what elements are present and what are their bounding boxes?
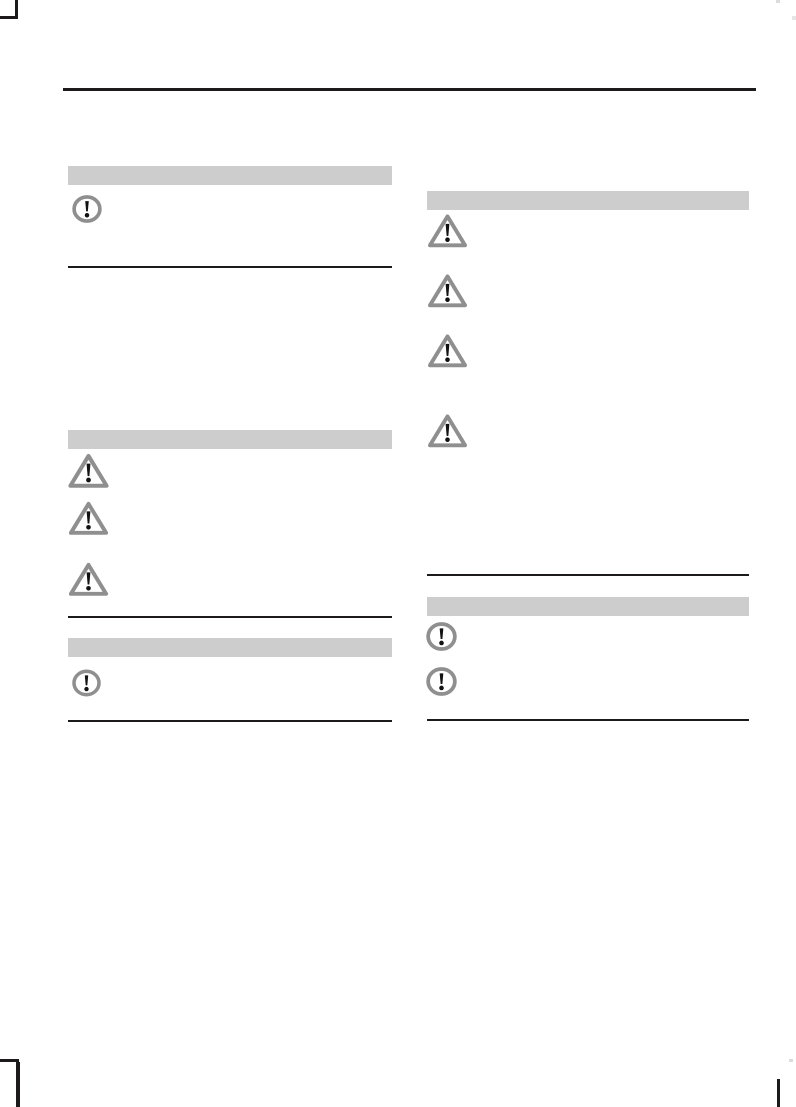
caution-circle-icon xyxy=(426,667,457,696)
section-header-bar xyxy=(427,191,749,210)
caution-circle-icon xyxy=(72,195,102,223)
section-end-rule xyxy=(427,719,749,721)
section-end-rule xyxy=(68,266,392,268)
section-end-rule xyxy=(68,616,392,618)
section-end-rule xyxy=(427,574,749,576)
warning-triangle-icon xyxy=(67,452,110,489)
section-header-bar xyxy=(68,166,392,185)
crop-mark-bottom-left-horizontal xyxy=(0,1059,19,1062)
warning-triangle-icon xyxy=(427,212,468,249)
caution-circle-icon xyxy=(72,668,101,698)
section-header-bar xyxy=(427,597,749,616)
scan-artifact-speck xyxy=(789,1059,793,1062)
warning-triangle-icon xyxy=(427,332,468,369)
scan-artifact-speck xyxy=(792,16,796,20)
warning-triangle-icon xyxy=(427,272,468,309)
scan-artifact-speck xyxy=(776,0,780,3)
section-end-rule xyxy=(68,720,392,722)
crop-mark-bottom-left-vertical xyxy=(16,1062,20,1107)
caution-circle-icon xyxy=(426,622,457,651)
page-header-rule xyxy=(63,88,756,91)
warning-triangle-icon xyxy=(67,561,110,597)
warning-triangle-icon xyxy=(67,500,110,536)
section-header-bar xyxy=(68,638,392,657)
section-header-bar xyxy=(68,430,392,449)
warning-triangle-icon xyxy=(427,412,468,449)
crop-mark-bottom-right-vertical xyxy=(777,1079,780,1107)
crop-mark-top-left-vertical xyxy=(15,0,18,19)
crop-mark-top-left-horizontal xyxy=(0,16,18,19)
